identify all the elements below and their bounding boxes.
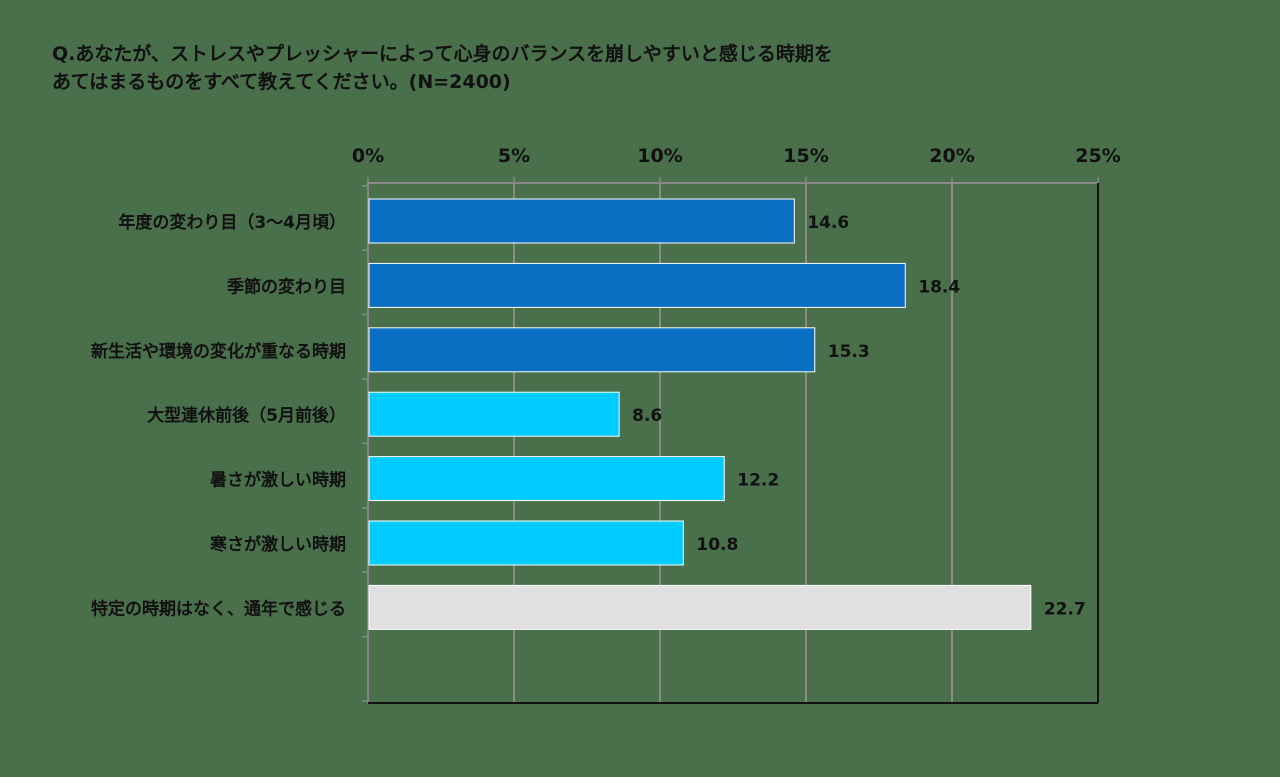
bar [368,198,795,244]
x-tick-label: 10% [637,145,682,167]
value-label: 15.3 [828,342,870,362]
bar [368,520,684,566]
value-label: 10.8 [696,535,738,555]
chart-title-line-1: Q.あなたが、ストレスやプレッシャーによって心身のバランスを崩しやすいと感じる時… [52,43,833,65]
bar [368,327,816,373]
category-label: 寒さが激しい時期 [210,534,346,555]
x-tick-label: 0% [352,145,384,167]
value-label: 12.2 [737,471,779,491]
category-label: 季節の変わり目 [227,276,346,297]
x-tick-label: 15% [783,145,828,167]
value-label: 8.6 [632,406,662,426]
x-tick-label: 20% [929,145,974,167]
category-label: 新生活や環境の変化が重なる時期 [91,341,346,362]
category-label: 年度の変わり目（3〜4月頃） [118,212,346,233]
x-tick-label: 25% [1075,145,1120,167]
chart-title-line-2: あてはまるものをすべて教えてください。(N=2400) [52,71,511,93]
value-label: 18.4 [918,277,960,297]
bar [368,456,725,502]
value-label: 22.7 [1044,599,1086,619]
x-tick-label: 5% [498,145,530,167]
bar [368,584,1032,630]
bar [368,391,620,437]
category-label: 大型連休前後（5月前後） [147,405,346,426]
value-label: 14.6 [807,213,849,233]
category-label: 暑さが激しい時期 [210,470,346,491]
category-label: 特定の時期はなく、通年で感じる [91,598,346,619]
bar [368,262,906,308]
